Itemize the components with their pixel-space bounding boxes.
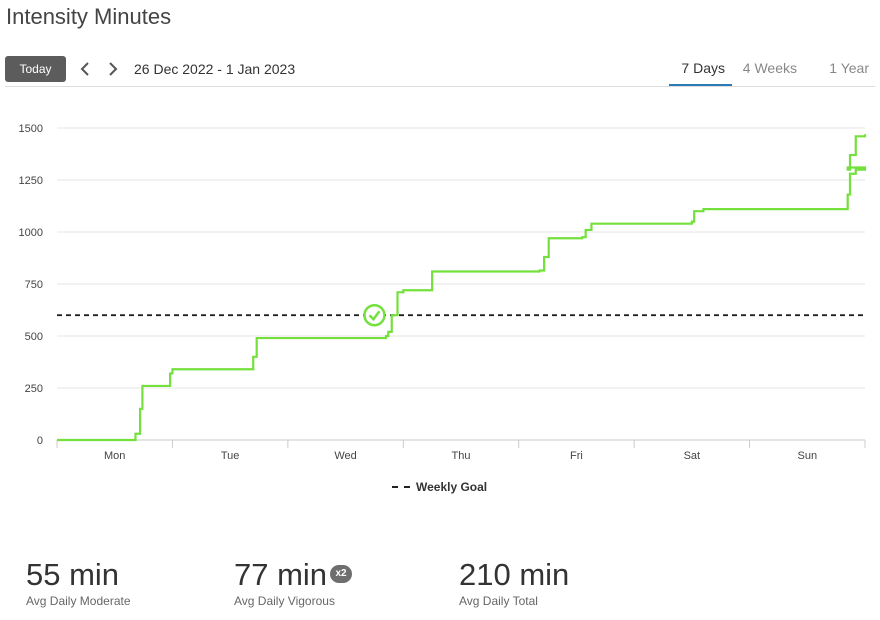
stat-avg-moderate: 55 min Avg Daily Moderate: [26, 556, 131, 608]
legend-weekly-goal: Weekly Goal: [416, 480, 488, 494]
y-tick-label: 500: [25, 331, 43, 343]
stat-label: Avg Daily Vigorous: [234, 594, 335, 608]
weekly-goal-dash-icon: [392, 486, 410, 488]
x-tick-label: Sun: [797, 450, 817, 462]
toolbar: Today 26 Dec 2022 - 1 Jan 2023 7 Days 4 …: [5, 56, 875, 86]
y-tick-label: 250: [25, 383, 43, 395]
x-tick-label: Mon: [104, 450, 125, 462]
intensity-minutes-chart: 0 250 500 750 1000 1250 1500 Mon Tue Wed Thu Fri Sat…: [19, 123, 867, 462]
chevron-right-icon: [109, 62, 118, 76]
checkmark-icon: [368, 310, 381, 322]
y-tick-label: 0: [37, 435, 43, 447]
y-tick-label: 1000: [19, 227, 43, 239]
next-period-button[interactable]: [103, 57, 123, 81]
tab-7-days[interactable]: 7 Days: [681, 60, 725, 76]
stat-label: Avg Daily Total: [459, 594, 538, 608]
stat-value: 55 min: [26, 556, 131, 594]
stat-value-text: 77 min: [234, 557, 328, 592]
intensity-series-line: [57, 134, 867, 442]
goal-met-icon: [363, 303, 386, 327]
today-button[interactable]: Today: [5, 56, 66, 82]
x-tick-label: Thu: [452, 450, 471, 462]
date-range-label: 26 Dec 2022 - 1 Jan 2023: [134, 61, 296, 77]
stat-value-text: 210 min: [459, 557, 570, 592]
chart-legend[interactable]: Weekly Goal: [392, 480, 487, 494]
stat-value: 77 min x2: [234, 556, 353, 594]
chevron-left-icon: [80, 62, 89, 76]
y-tick-label: 1500: [19, 123, 43, 135]
x2-multiplier-badge: x2: [330, 565, 353, 583]
previous-period-button[interactable]: [75, 57, 95, 81]
tab-4-weeks[interactable]: 4 Weeks: [742, 60, 797, 76]
tab-1-year[interactable]: 1 Year: [829, 60, 869, 76]
stat-avg-total: 210 min Avg Daily Total: [459, 556, 569, 608]
toolbar-divider: [5, 86, 875, 87]
x-tick-label: Tue: [221, 450, 240, 462]
stat-label: Avg Daily Moderate: [26, 594, 131, 608]
y-tick-label: 1250: [19, 175, 43, 187]
active-tab-indicator: [669, 84, 732, 86]
x-tick-label: Fri: [570, 450, 583, 462]
page-title: Intensity Minutes: [6, 4, 172, 29]
stat-avg-vigorous: 77 min x2 Avg Daily Vigorous: [234, 556, 353, 608]
stat-value: 210 min: [459, 556, 569, 594]
x-tick-label: Sat: [684, 450, 701, 462]
stat-value-text: 55 min: [26, 557, 120, 592]
x-tick-label: Wed: [334, 450, 356, 462]
y-tick-label: 750: [25, 279, 43, 291]
